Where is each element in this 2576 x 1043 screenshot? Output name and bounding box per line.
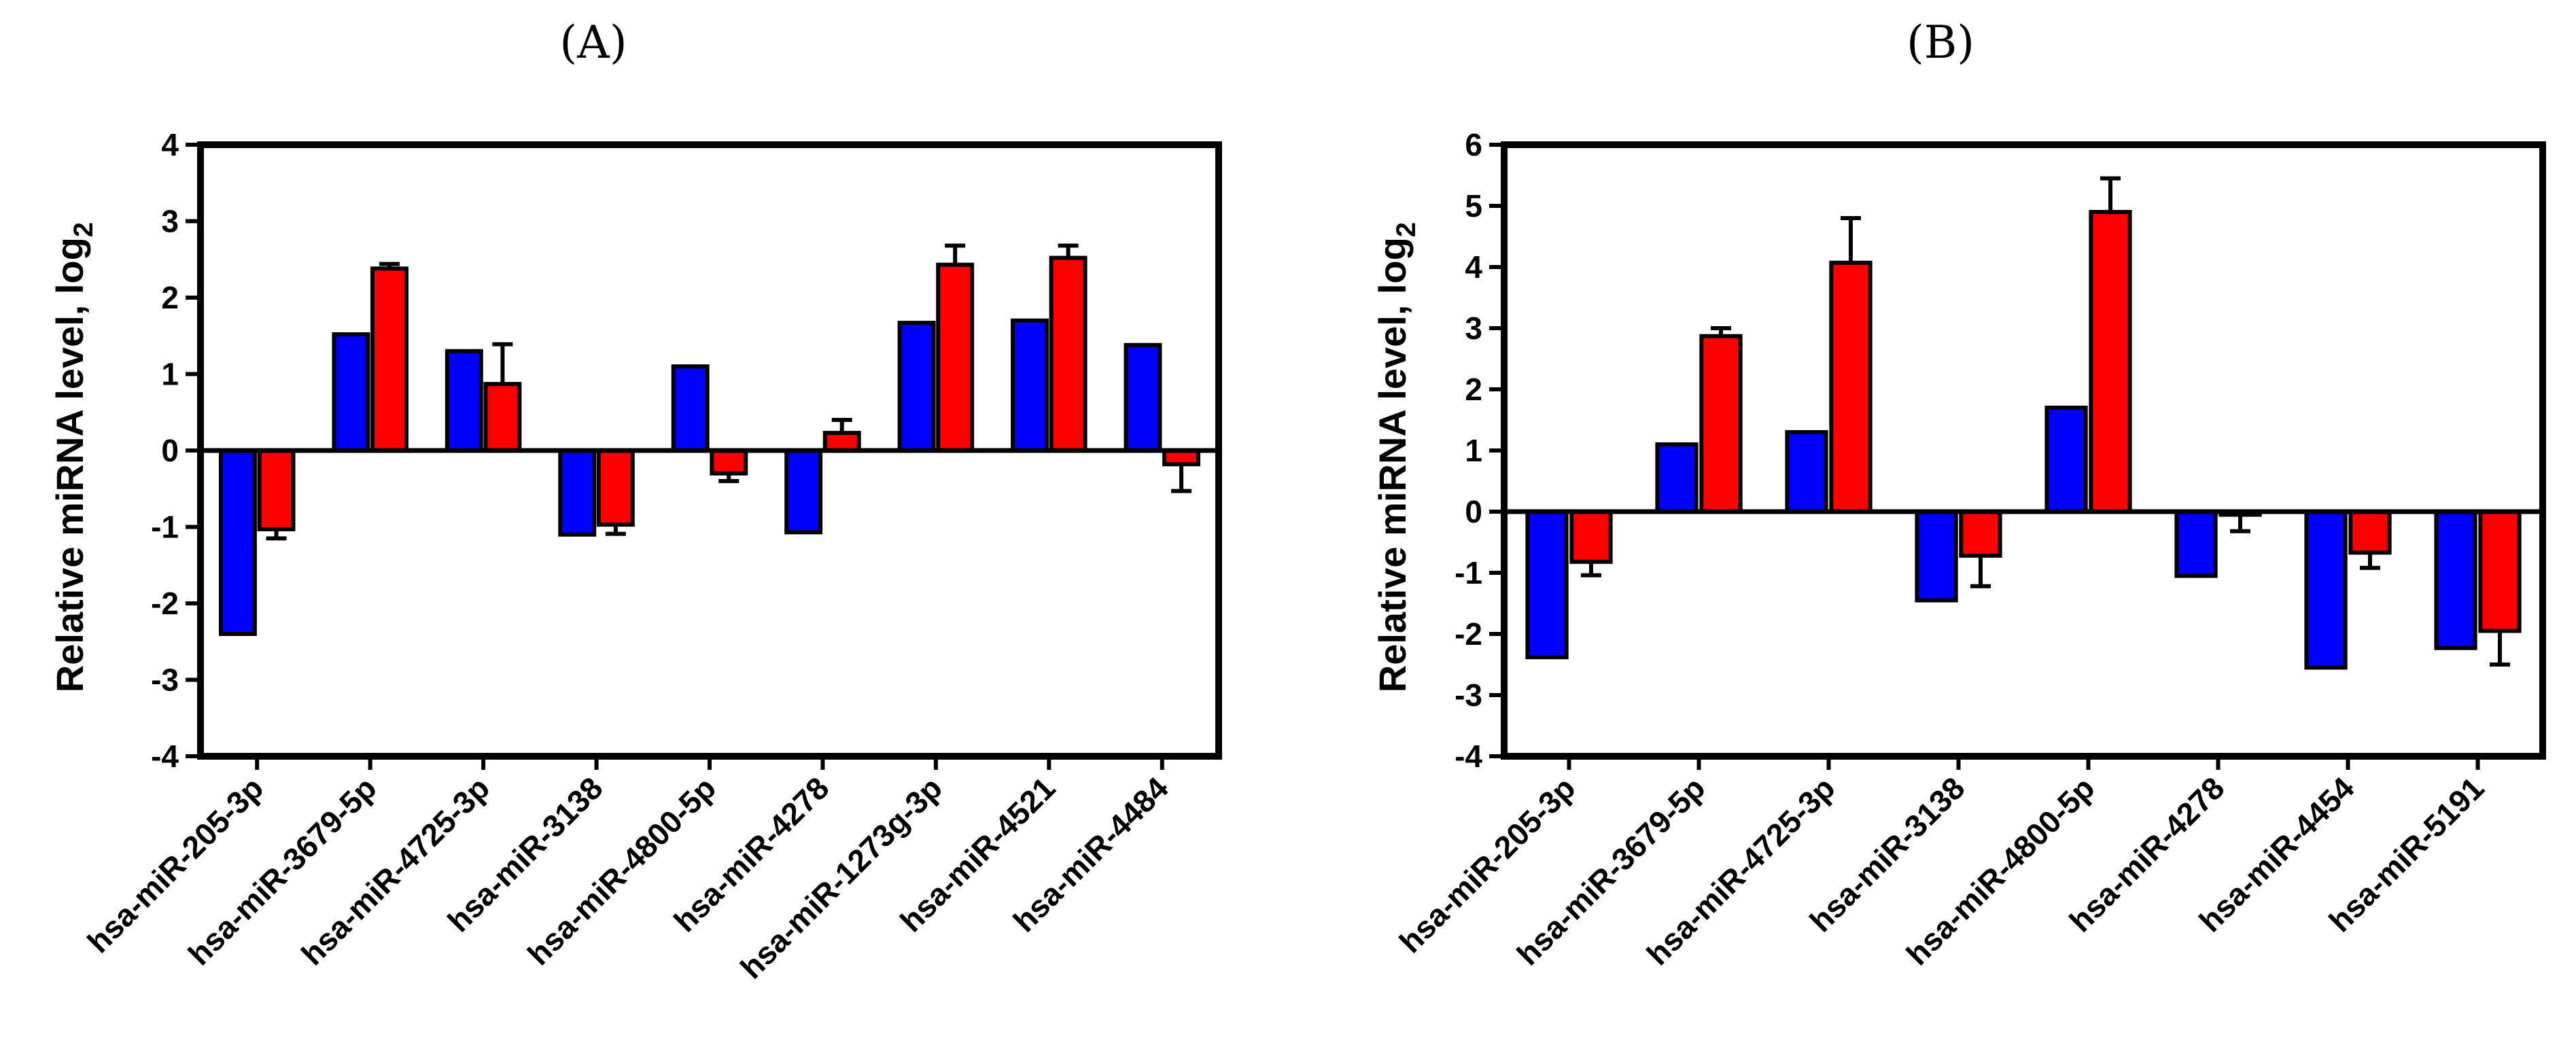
panel-a-bar-blue-4 [558, 448, 597, 537]
panel-a-y-tick-label: 3 [161, 204, 179, 239]
panel-a-bar-red-6 [822, 431, 861, 453]
panel-b-y-tick-label: -4 [1455, 739, 1482, 774]
panel-a-error-bar-red-2 [379, 262, 400, 269]
panel-b-bar-blue-4 [1915, 510, 1958, 603]
panel-a-bar-blue-1 [218, 448, 257, 636]
panel-a-error-bar-red-4 [605, 525, 626, 536]
panel-a-error-bar-red-7 [945, 243, 966, 265]
panel-a-category-label: hsa-miR-4725-3p [294, 770, 496, 972]
panel-b-y-tick-label: -1 [1455, 555, 1482, 590]
panel-a-error-bar-red-5 [718, 473, 739, 483]
panel-a-bar-red-5 [710, 448, 748, 476]
panel-b-y-tick-label: 6 [1465, 127, 1482, 162]
panel-a-bar-red-3 [483, 382, 522, 453]
panel-b: (B) Relative miRNA level, log2 -4 -3 -2 -1 0… [1371, 16, 2546, 972]
panel-a-bar-red-1 [257, 448, 296, 531]
panel-b-bar-red-8 [2478, 510, 2522, 633]
panel-b-bar-red-3 [1829, 260, 1873, 514]
panel-b-title: (B) [1907, 16, 1974, 69]
panel-b-error-bar-red-4 [1970, 555, 1991, 588]
panel-a-category-label: hsa-miR-1273g-3p [733, 770, 949, 985]
panel-a: (A) Relative miRNA level, log2 -4 -3 -2 -1 0… [48, 16, 1222, 985]
panel-a-bar-blue-5 [671, 364, 710, 453]
panel-b-y-tick-label: 2 [1465, 372, 1482, 407]
panel-a-y-tick-label: -3 [151, 662, 179, 698]
panel-b-plot: -4-3-2-10123456hsa-miR-205-3phsa-miR-367… [1393, 127, 2546, 972]
panel-a-error-bar-red-6 [831, 418, 852, 434]
panel-a-bar-blue-3 [445, 349, 483, 453]
panel-b-y-tick-label: 1 [1465, 433, 1482, 468]
panel-b-bar-red-1 [1569, 510, 1613, 564]
panel-a-category-label: hsa-miR-3679-5p [181, 770, 383, 972]
panel-b-bar-blue-6 [2174, 510, 2218, 578]
panel-a-y-tick-label: 0 [161, 433, 179, 468]
panel-b-bar-blue-5 [2044, 406, 2088, 514]
panel-a-y-tick-label: 1 [161, 357, 179, 392]
panel-b-y-tick-label: 4 [1465, 249, 1482, 285]
panel-b-error-bar-red-2 [1710, 326, 1731, 336]
panel-b-error-bar-red-3 [1840, 216, 1861, 263]
panel-a-y-axis-label: Relative miRNA level, log2 [48, 222, 99, 692]
panel-a-bar-blue-7 [897, 321, 936, 453]
panel-b-y-tick-label: -3 [1455, 677, 1482, 713]
panel-a-bar-red-4 [596, 448, 635, 527]
panel-a-title: (A) [559, 16, 627, 69]
panel-b-bar-blue-7 [2304, 510, 2348, 670]
panel-b-error-bar-red-1 [1580, 561, 1601, 578]
panel-a-category-label: hsa-miR-4800-5p [521, 770, 723, 972]
panel-a-y-tick-label: -4 [151, 739, 179, 774]
panel-a-plot: -4-3-2-101234hsa-miR-205-3phsa-miR-3679-… [80, 127, 1222, 985]
panel-a-bar-red-2 [370, 266, 408, 453]
panel-a-y-tick-label: -2 [151, 586, 179, 621]
panel-b-bar-red-4 [1959, 510, 2002, 558]
panel-b-bar-red-7 [2348, 510, 2392, 555]
panel-b-error-bar-red-5 [2100, 176, 2121, 212]
panel-a-bar-red-8 [1049, 255, 1087, 453]
panel-a-error-bar-red-8 [1058, 243, 1079, 258]
panel-b-y-tick-label: 3 [1465, 311, 1482, 346]
panel-b-y-axis-label: Relative miRNA level, log2 [1371, 222, 1421, 692]
panel-a-bar-blue-8 [1011, 318, 1049, 453]
panel-b-error-bar-red-8 [2489, 631, 2510, 667]
panel-b-bar-red-5 [2089, 210, 2132, 514]
panel-b-y-tick-label: 5 [1465, 188, 1482, 224]
panel-b-bar-blue-3 [1785, 430, 1828, 514]
panel-b-error-bar-red-7 [2359, 552, 2380, 570]
panel-b-error-bar-red-6 [2229, 514, 2250, 533]
panel-a-y-tick-label: -1 [151, 510, 179, 545]
panel-b-y-tick-label: -2 [1455, 616, 1482, 652]
panel-b-bar-blue-1 [1525, 510, 1569, 660]
panel-b-bar-blue-2 [1655, 442, 1699, 514]
panel-b-bar-red-2 [1699, 334, 1743, 514]
panel-a-bar-blue-9 [1124, 342, 1162, 453]
panel-a-y-tick-label: 4 [161, 127, 179, 162]
panel-a-bar-blue-2 [332, 332, 370, 453]
panel-a-error-bar-red-3 [492, 342, 513, 385]
panel-a-bar-red-7 [936, 262, 975, 453]
panel-a-y-tick-label: 2 [161, 280, 179, 315]
panel-a-bar-blue-6 [784, 448, 823, 535]
panel-a-error-bar-red-9 [1171, 464, 1192, 493]
panel-a-error-bar-red-1 [266, 529, 287, 541]
panel-b-bar-blue-8 [2434, 510, 2477, 650]
panel-b-y-tick-label: 0 [1465, 494, 1482, 529]
